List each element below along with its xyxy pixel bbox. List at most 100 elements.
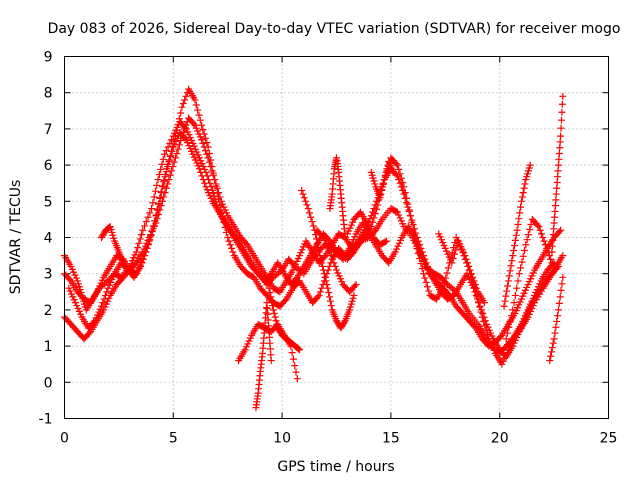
data-point (444, 264, 452, 272)
data-point (331, 262, 339, 270)
data-point (157, 165, 165, 173)
data-point (380, 176, 388, 184)
data-point (517, 264, 525, 272)
data-point (161, 171, 169, 179)
data-point (330, 259, 338, 267)
chart-title: Day 083 of 2026, Sidereal Day-to-day VTE… (48, 21, 621, 37)
data-point (226, 241, 234, 249)
data-point (484, 331, 492, 339)
data-point (179, 100, 187, 108)
data-point (207, 163, 215, 171)
data-point (315, 291, 323, 299)
data-point (100, 295, 108, 303)
data-point (557, 116, 565, 124)
data-point (421, 274, 429, 282)
tick-label-layer: 0 5 10 15 20 25 -1 0 1 2 3 4 5 6 7 8 9 (39, 50, 618, 447)
data-point (449, 254, 457, 262)
data-point (300, 194, 308, 202)
data-point (138, 231, 146, 239)
data-point (405, 207, 413, 215)
data-point (312, 235, 320, 243)
data-point (85, 329, 93, 337)
data-point (502, 335, 510, 343)
data-point (171, 154, 179, 162)
data-point (181, 134, 189, 142)
data-point (267, 357, 275, 365)
data-point (521, 180, 529, 188)
data-point (138, 259, 146, 267)
data-point (90, 318, 98, 326)
data-point (266, 289, 274, 297)
data-point (142, 218, 150, 226)
data-point (164, 180, 172, 188)
data-point (506, 267, 514, 275)
data-point (510, 299, 518, 307)
data-point (415, 244, 423, 252)
x-tick-label: 5 (169, 431, 178, 447)
data-point (225, 237, 233, 245)
data-point (465, 262, 473, 270)
data-point (515, 270, 523, 278)
data-point (557, 124, 565, 132)
data-point (540, 237, 548, 245)
data-point (165, 176, 173, 184)
series-trace-2 (61, 85, 558, 368)
data-point (181, 96, 189, 104)
data-point (317, 255, 325, 263)
data-point (199, 126, 207, 134)
data-point (192, 101, 200, 109)
data-point (522, 241, 530, 249)
data-point (537, 230, 545, 238)
data-point (369, 218, 377, 226)
data-point (519, 252, 527, 260)
data-point (204, 154, 212, 162)
data-point (320, 270, 328, 278)
data-point (242, 239, 250, 247)
x-tick-label: 10 (273, 431, 291, 447)
series-trace-12 (343, 208, 391, 249)
data-point (480, 313, 488, 321)
data-point (557, 286, 565, 294)
data-point (549, 260, 557, 268)
y-tick-label: 1 (44, 339, 53, 355)
data-point (304, 205, 312, 213)
data-point (196, 116, 204, 124)
data-point (159, 182, 167, 190)
data-point (535, 223, 543, 231)
data-point (392, 160, 400, 168)
data-point (504, 277, 512, 285)
data-point (103, 288, 111, 296)
data-point (477, 306, 485, 314)
data-point (169, 163, 177, 171)
data-point (99, 299, 107, 307)
data-point (293, 375, 301, 383)
data-point (268, 297, 276, 305)
data-point (450, 250, 458, 258)
data-point (322, 277, 330, 285)
data-point (521, 247, 529, 255)
data-point (377, 190, 385, 198)
data-point (422, 278, 430, 286)
data-point (547, 255, 555, 263)
data-point (511, 236, 519, 244)
data-point (175, 141, 183, 149)
y-tick-label: 5 (44, 194, 53, 210)
data-point (289, 355, 297, 363)
data-point (316, 252, 324, 260)
data-point (546, 357, 554, 365)
data-point (318, 232, 326, 240)
data-point (165, 156, 173, 164)
data-point (504, 282, 512, 290)
data-point (470, 277, 478, 285)
data-point (177, 109, 185, 117)
data-point (443, 269, 451, 277)
data-point (509, 306, 517, 314)
data-point (472, 291, 480, 299)
series-trace-7 (252, 299, 275, 412)
data-point (524, 231, 532, 239)
data-point (161, 189, 169, 197)
data-point (401, 194, 409, 202)
data-point (325, 236, 333, 244)
data-point (514, 220, 522, 228)
data-point (512, 231, 520, 239)
